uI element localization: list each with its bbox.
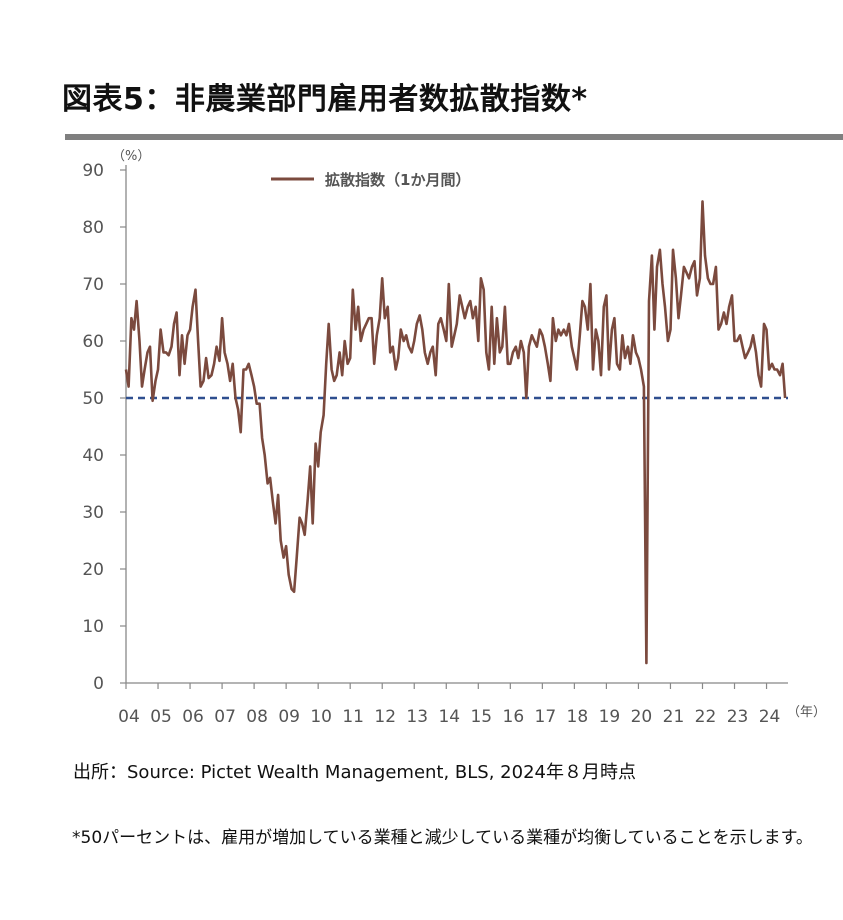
x-tick-label: 23 xyxy=(727,707,749,727)
y-tick-label: 90 xyxy=(82,161,104,181)
y-tick-label: 0 xyxy=(93,674,104,694)
x-tick-label: 07 xyxy=(214,707,236,727)
source-text: 出所：Source: Pictet Wealth Management, BLS… xyxy=(73,762,636,783)
y-tick-label: 20 xyxy=(82,560,104,580)
x-tick-label: 08 xyxy=(246,707,268,727)
x-tick-label: 13 xyxy=(406,707,428,727)
x-axis: 04 05 06 07 08 09 10 11 12 13 14 15 16 17 18 19 20 21 22 23… xyxy=(118,683,780,727)
x-tick-label: 19 xyxy=(599,707,621,727)
x-tick-label: 10 xyxy=(310,707,332,727)
x-axis-unit: （年） xyxy=(787,705,826,720)
x-tick-label: 11 xyxy=(342,707,364,727)
legend: 拡散指数（1か月間） xyxy=(271,171,470,189)
title-divider xyxy=(65,134,843,140)
footnote: *50パーセントは、雇用が増加している業種と減少している業種が均衡していることを… xyxy=(72,828,813,848)
y-axis-unit: （%） xyxy=(112,149,150,164)
x-tick-label: 04 xyxy=(118,707,140,727)
y-tick-label: 80 xyxy=(82,218,104,238)
x-tick-label: 16 xyxy=(503,707,525,727)
x-tick-label: 09 xyxy=(278,707,300,727)
line-chart: 0 10 20 30 40 50 60 70 80 90 04 05 06 07 08 09 10 11 12 13… xyxy=(82,149,826,727)
x-tick-label: 17 xyxy=(535,707,557,727)
series-line-diffusion-index xyxy=(124,200,787,665)
y-axis: 0 10 20 30 40 50 60 70 80 90 xyxy=(82,161,126,694)
x-tick-label: 22 xyxy=(695,707,717,727)
y-tick-label: 40 xyxy=(82,446,104,466)
x-tick-label: 14 xyxy=(438,707,460,727)
page-title: 図表5：非農業部門雇用者数拡散指数* xyxy=(62,82,588,117)
y-tick-label: 70 xyxy=(82,275,104,295)
y-tick-label: 30 xyxy=(82,503,104,523)
x-tick-label: 06 xyxy=(182,707,204,727)
x-tick-label: 12 xyxy=(374,707,396,727)
x-tick-label: 15 xyxy=(470,707,492,727)
y-tick-label: 60 xyxy=(82,332,104,352)
x-tick-label: 05 xyxy=(150,707,172,727)
axis-lines xyxy=(125,165,788,684)
x-tick-label: 21 xyxy=(663,707,685,727)
x-tick-label: 20 xyxy=(631,707,653,727)
x-tick-label: 18 xyxy=(567,707,589,727)
y-tick-label: 10 xyxy=(82,617,104,637)
x-tick-label: 24 xyxy=(759,707,781,727)
y-tick-label: 50 xyxy=(82,389,104,409)
legend-label: 拡散指数（1か月間） xyxy=(325,171,470,189)
